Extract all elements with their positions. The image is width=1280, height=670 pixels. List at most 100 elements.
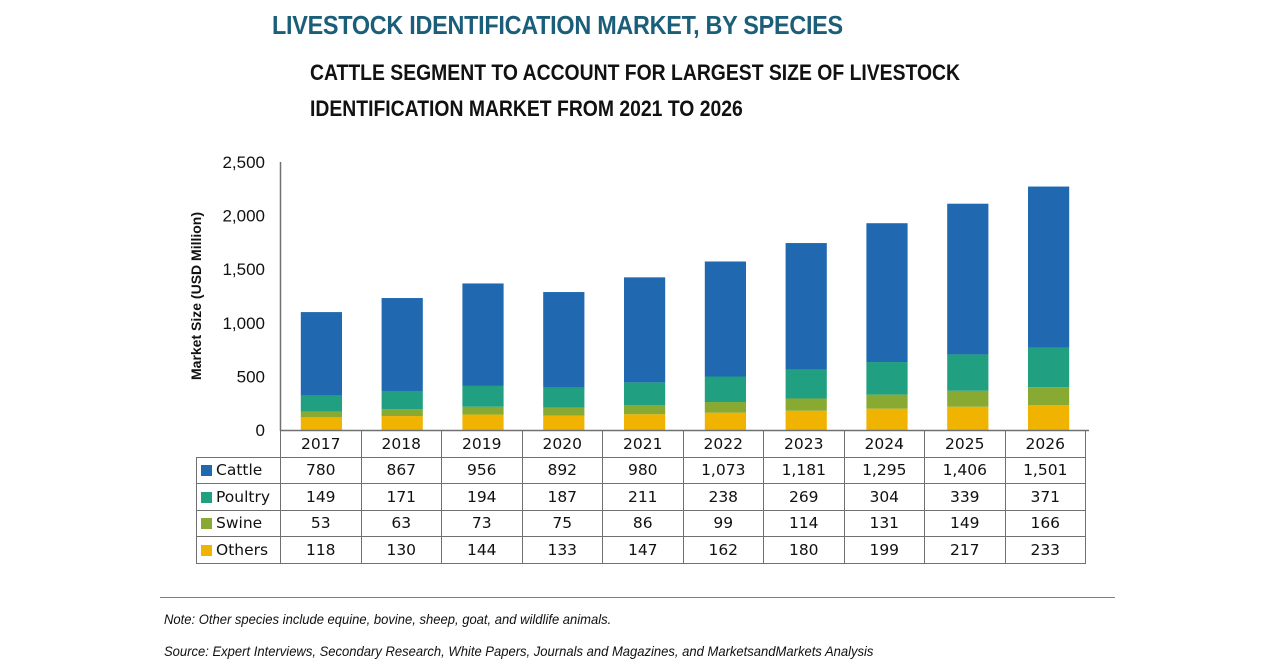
table-row-swine: Swine 53 63 73 75 86 99 114 131 149 166	[196, 509, 1086, 537]
table-cell: 1,073	[682, 456, 764, 484]
bar-stack-2024	[866, 223, 908, 430]
table-cell: 892	[521, 456, 603, 484]
table-year-header: 2021	[602, 430, 684, 458]
table-row-cattle: Cattle 780 867 956 892 980 1,073 1,181 1,295 1,40…	[196, 456, 1086, 484]
bar-poultry-2021	[623, 382, 666, 406]
table-year-header: 2024	[843, 430, 925, 458]
table-cell: 133	[521, 536, 603, 564]
bar-cattle-2020	[543, 292, 585, 388]
bar-cattle-2022	[704, 261, 747, 377]
table-cell: 114	[763, 509, 845, 537]
legend-swatch-icon	[201, 465, 212, 477]
table-cell: 149	[924, 509, 1006, 537]
y-tick-label: 500	[237, 367, 265, 386]
bar-stack-2022	[704, 261, 747, 430]
table-cell: 1,406	[924, 456, 1006, 484]
bar-stack-2023	[785, 243, 827, 430]
table-cell: 956	[441, 456, 523, 484]
legend-swatch-icon	[201, 518, 212, 530]
y-tick-label: 2,000	[222, 207, 265, 226]
table-cell: 780	[280, 456, 362, 484]
table-row-poultry: Poultry 149 171 194 187 211 238 269 304 339 371	[196, 483, 1086, 511]
bar-poultry-2017	[300, 395, 343, 412]
bar-stack-2017	[300, 312, 343, 430]
data-table: 2017 2018 2019 2020 2021 2022 2023 2024 2025 2026…	[196, 430, 1086, 564]
bar-cattle-2018	[381, 298, 423, 391]
table-row-others: Others 118 130 144 133 147 162 180 199 217 233	[196, 536, 1086, 564]
table-cell: 980	[602, 456, 684, 484]
bar-cattle-2019	[462, 283, 504, 386]
bar-swine-2022	[704, 402, 747, 413]
bar-swine-2021	[623, 405, 666, 415]
bar-poultry-2022	[704, 376, 747, 403]
bar-stack-2020	[543, 292, 585, 430]
table-corner	[196, 430, 281, 458]
table-cell: 166	[1004, 509, 1086, 537]
bar-swine-2025	[947, 390, 989, 407]
bar-poultry-2023	[785, 369, 827, 399]
legend-entry-cattle: Cattle	[196, 456, 281, 484]
table-cell: 162	[682, 536, 764, 564]
table-cell: 118	[280, 536, 362, 564]
bar-swine-2019	[462, 406, 504, 415]
footnote: Note: Other species include equine, bovi…	[164, 611, 612, 627]
table-year-header: 2018	[360, 430, 442, 458]
bar-stack-2021	[623, 277, 666, 430]
y-tick-label: 1,500	[222, 260, 265, 279]
table-cell: 339	[924, 483, 1006, 511]
footer-divider	[160, 597, 1115, 598]
table-header-row: 2017 2018 2019 2020 2021 2022 2023 2024 2025 2026	[196, 430, 1086, 458]
bar-others-2022	[704, 412, 747, 430]
bar-swine-2020	[543, 407, 585, 416]
bar-others-2026	[1027, 405, 1070, 430]
bar-poultry-2026	[1027, 347, 1070, 388]
legend-label: Poultry	[216, 487, 271, 506]
table-year-header: 2025	[924, 430, 1006, 458]
bar-cattle-2026	[1027, 186, 1070, 348]
legend-swatch-icon	[201, 544, 212, 556]
bar-stacks	[300, 186, 1070, 430]
table-cell: 304	[843, 483, 925, 511]
table-cell: 194	[441, 483, 523, 511]
table-cell: 187	[521, 483, 603, 511]
table-cell: 149	[280, 483, 362, 511]
table-cell: 1,181	[763, 456, 845, 484]
bar-others-2019	[462, 414, 504, 430]
bar-poultry-2019	[462, 385, 504, 407]
bar-poultry-2018	[381, 390, 423, 410]
legend-label: Others	[216, 540, 269, 559]
chart-title: LIVESTOCK IDENTIFICATION MARKET, BY SPEC…	[272, 10, 843, 40]
chart-subtitle-line2: IDENTIFICATION MARKET FROM 2021 TO 2026	[310, 96, 743, 121]
bar-poultry-2025	[947, 354, 989, 391]
bar-cattle-2017	[300, 312, 343, 396]
table-cell: 171	[360, 483, 442, 511]
bar-swine-2018	[381, 409, 423, 417]
table-year-header: 2023	[763, 430, 845, 458]
table-cell: 73	[441, 509, 523, 537]
bar-swine-2026	[1027, 387, 1070, 406]
bar-cattle-2021	[623, 277, 666, 383]
bar-stack-2026	[1027, 186, 1070, 430]
table-cell: 1,295	[843, 456, 925, 484]
legend-swatch-icon	[201, 491, 212, 503]
bar-others-2025	[947, 406, 989, 430]
legend-label: Swine	[216, 514, 263, 533]
bar-others-2018	[381, 416, 423, 430]
bar-stack-2025	[947, 203, 989, 430]
table-cell: 131	[843, 509, 925, 537]
table-year-header: 2026	[1004, 430, 1086, 458]
bar-cattle-2024	[866, 223, 908, 363]
table-cell: 53	[280, 509, 362, 537]
bar-cattle-2025	[947, 203, 989, 355]
bar-poultry-2024	[866, 362, 908, 395]
table-cell: 147	[602, 536, 684, 564]
table-cell: 269	[763, 483, 845, 511]
table-cell: 144	[441, 536, 523, 564]
bar-stack-2018	[381, 298, 423, 430]
table-cell: 233	[1004, 536, 1086, 564]
table-year-header: 2019	[441, 430, 523, 458]
table-year-header: 2022	[682, 430, 764, 458]
bar-poultry-2020	[543, 387, 585, 408]
legend-entry-poultry: Poultry	[196, 483, 281, 511]
bar-others-2021	[623, 414, 666, 430]
